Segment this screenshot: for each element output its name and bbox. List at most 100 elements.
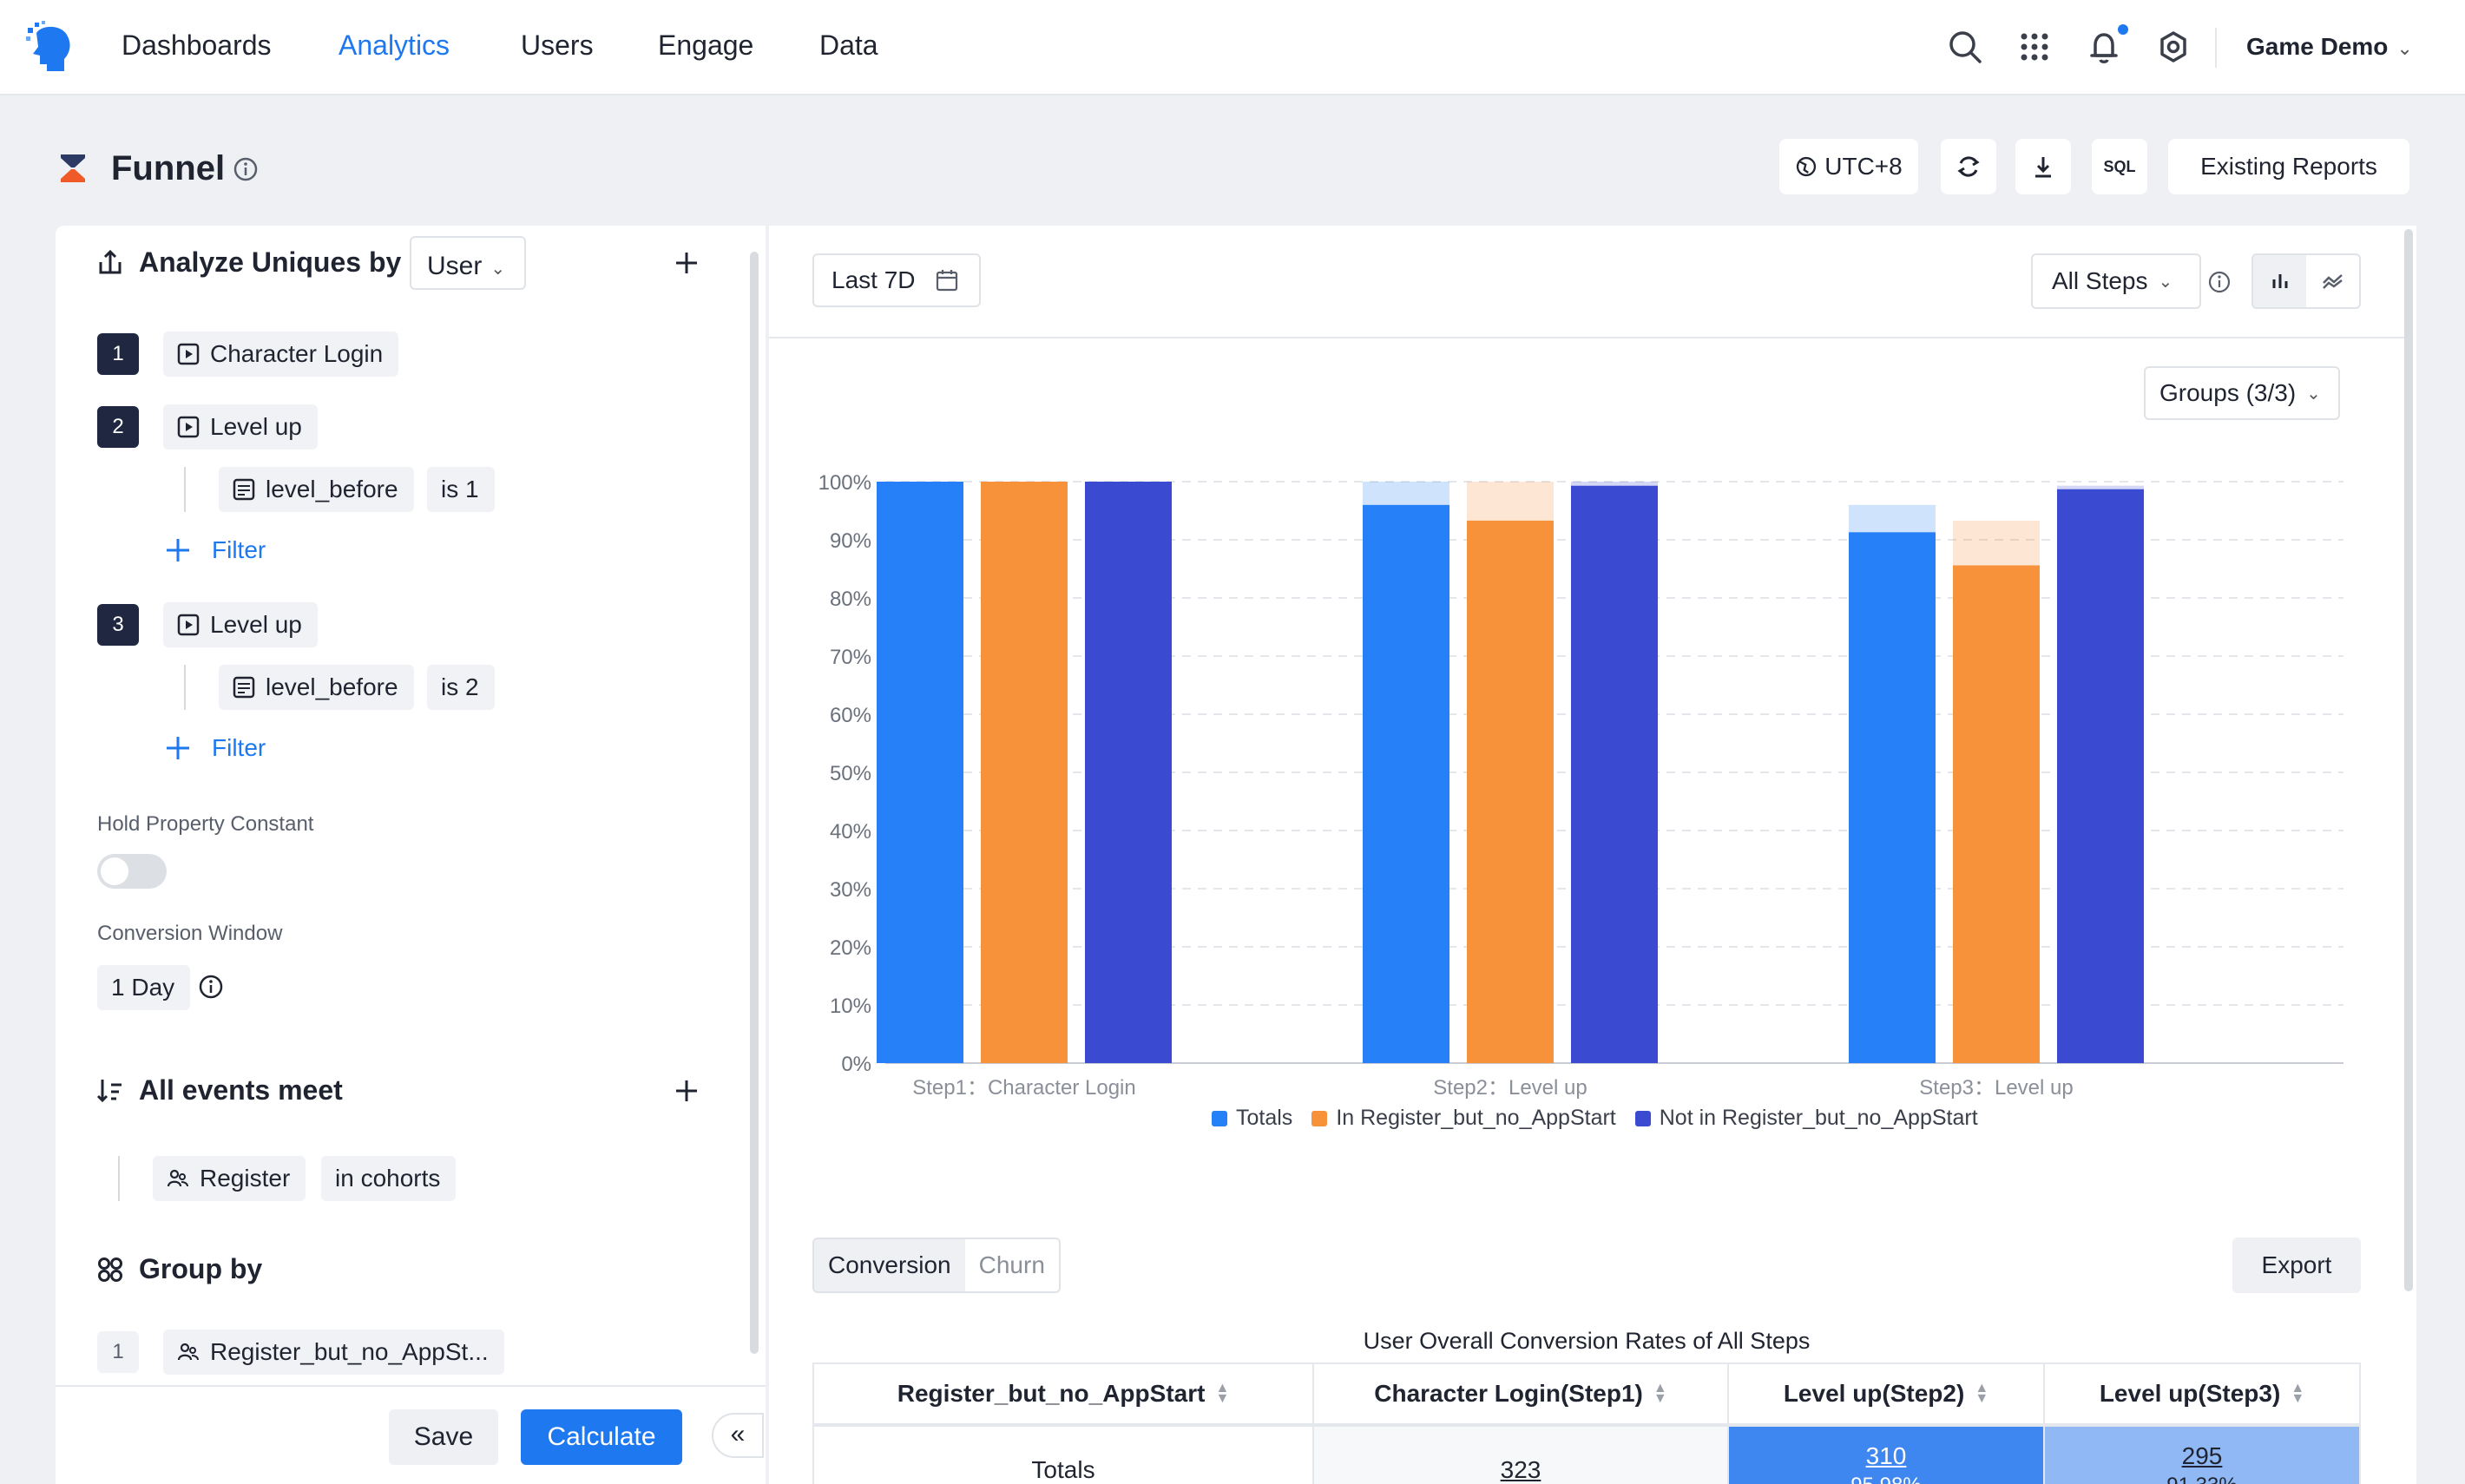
existing-reports-button[interactable]: Existing Reports [2168,139,2409,194]
tab-churn[interactable]: Churn [964,1239,1059,1291]
cell-percent: 91.33% [2045,1474,2359,1484]
bar-chart-icon[interactable] [2253,255,2306,307]
column-header[interactable]: Character Login(Step1) ▲ ▼ [1312,1363,1729,1425]
bell-icon[interactable] [2083,26,2125,68]
groups-select[interactable]: Groups (3/3) ⌄ [2144,366,2340,420]
bar [1467,520,1554,1063]
info-icon[interactable] [2206,269,2232,295]
y-tick-label: 20% [830,936,871,960]
table-cell[interactable]: 295 91.33% [2043,1425,2361,1484]
calculate-button[interactable]: Calculate [521,1409,682,1465]
info-icon[interactable] [198,974,224,1000]
cell-value[interactable]: 323 [1500,1456,1541,1483]
date-range-picker[interactable]: Last 7D [812,253,981,307]
bar [877,482,963,1063]
filter-operator-chip[interactable]: is 1 [427,467,495,512]
filter-property-chip[interactable]: level_before [219,665,414,710]
step-event-chip[interactable]: Character Login [163,332,399,377]
nav-separator [2215,28,2217,68]
plus-icon [167,737,189,759]
table-cell[interactable]: 310 95.98% [1727,1425,2045,1484]
column-header[interactable]: Register_but_no_AppStart ▲ ▼ [812,1363,1314,1425]
cell-value[interactable]: 310 [1865,1442,1907,1469]
column-header[interactable]: Level up(Step3) ▲ ▼ [2043,1363,2361,1425]
legend-item[interactable]: Not in Register_but_no_AppStart [1634,1106,1978,1131]
step-number: 2 [97,406,139,448]
search-icon[interactable] [1944,26,1986,68]
add-metric-plus-icon[interactable] [674,250,700,276]
group-property-chip[interactable]: Register_but_no_AppSt... [163,1330,504,1375]
conversion-window-value: 1 Day [111,974,175,1001]
step-event-chip[interactable]: Level up [163,404,318,450]
cell-percent: 95.98% [1729,1474,2043,1484]
bar [1849,532,1936,1063]
hold-property-toggle[interactable] [97,854,167,889]
column-header[interactable]: Level up(Step2) ▲ ▼ [1727,1363,2045,1425]
export-button[interactable]: Export [2232,1238,2361,1293]
analyze-title: Analyze Uniques by [139,246,402,278]
tab-conversion[interactable]: Conversion [814,1239,965,1291]
conversion-window-chip[interactable]: 1 Day [97,965,191,1010]
step-event-label: Level up [210,413,302,440]
logo-icon[interactable] [24,21,76,75]
refresh-button[interactable] [1941,139,1996,194]
nav-dashboards[interactable]: Dashboards [122,30,272,61]
nav-data[interactable]: Data [819,30,878,61]
bar-dropoff [1953,520,2040,566]
column-header-label: Level up(Step3) [2099,1380,2281,1407]
nav-users[interactable]: Users [521,30,594,61]
timezone-button[interactable]: UTC+8 [1779,139,1918,194]
scrollbar[interactable] [2404,229,2413,1291]
filter-operator-label: is 2 [441,673,479,700]
legend-item[interactable]: In Register_but_no_AppStart [1311,1106,1616,1131]
cohort-operator-label: in cohorts [335,1165,441,1192]
nav-analytics[interactable]: Analytics [339,30,450,61]
sql-button[interactable]: SQL [2092,139,2147,194]
add-filter-button[interactable]: Filter [163,733,266,763]
add-filter-button[interactable]: Filter [163,535,266,565]
analyze-by-value: User [427,252,483,280]
cohort-operator-chip[interactable]: in cohorts [321,1156,457,1201]
condition-connector [118,1156,120,1201]
table-cell[interactable]: 323 [1312,1425,1729,1484]
bar [1953,565,2040,1063]
project-switcher[interactable]: Game Demo ⌄ [2246,33,2413,61]
sort-icon: ▲ ▼ [1975,1381,1989,1406]
add-condition-plus-icon[interactable] [674,1078,700,1104]
info-icon[interactable] [233,156,259,182]
apps-grid-icon[interactable] [2014,26,2055,68]
scrollbar[interactable] [750,252,759,1354]
save-button[interactable]: Save [389,1409,498,1465]
bar-dropoff [1849,504,1936,533]
sort-icon: ▲ ▼ [1215,1381,1230,1406]
filter-connector [184,467,186,512]
steps-select[interactable]: All Steps ⌄ [2031,253,2201,309]
bar [1571,485,1658,1063]
nav-engage[interactable]: Engage [658,30,754,61]
calendar-icon [936,270,957,292]
bar-dropoff [2057,485,2144,489]
legend-item[interactable]: Totals [1212,1106,1292,1131]
cell-value[interactable]: 295 [2181,1442,2223,1469]
analyze-by-select[interactable]: User ⌄ [410,236,526,290]
result-tabs: Conversion Churn [812,1238,1061,1293]
collapse-panel-button[interactable]: « [712,1413,764,1458]
download-button[interactable] [2015,139,2071,194]
step-event-label: Level up [210,611,302,638]
filter-property-chip[interactable]: level_before [219,467,414,512]
table-cell: Totals [812,1425,1314,1484]
step-event-chip[interactable]: Level up [163,602,318,647]
trend-chart-icon[interactable] [2306,255,2359,307]
gear-icon[interactable] [2153,26,2194,68]
step-number: 1 [97,333,139,375]
divider [769,337,2404,338]
bar-dropoff [1467,482,1554,521]
conversion-window-label: Conversion Window [97,922,283,945]
cohort-label: Register [200,1165,291,1192]
cohort-chip[interactable]: Register [153,1156,306,1201]
filter-property-label: level_before [266,673,398,700]
chevron-down-icon: ⌄ [2306,384,2321,404]
filter-operator-chip[interactable]: is 2 [427,665,495,710]
toggle-knob [101,857,128,885]
column-header-label: Level up(Step2) [1783,1380,1965,1407]
